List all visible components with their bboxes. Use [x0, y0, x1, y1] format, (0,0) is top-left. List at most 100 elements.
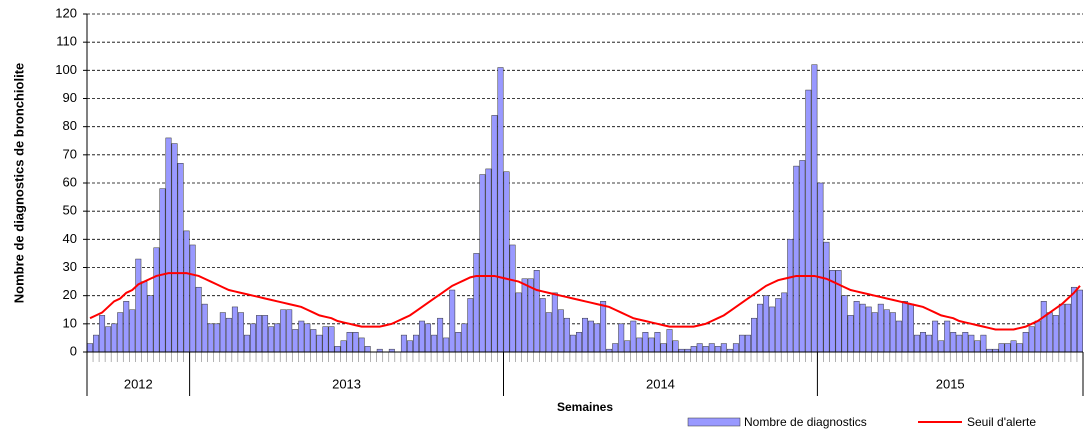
bar — [304, 323, 311, 353]
bar — [406, 340, 413, 353]
bar — [425, 323, 432, 353]
bar — [1040, 301, 1047, 353]
y-tick-label: 110 — [56, 34, 77, 49]
bar — [1052, 315, 1059, 353]
y-tick-label: 10 — [63, 315, 77, 330]
bar — [666, 329, 673, 353]
bar — [1070, 286, 1077, 353]
bar — [551, 292, 558, 353]
bar — [956, 334, 963, 353]
bar — [237, 312, 244, 353]
bar — [461, 323, 468, 353]
bar — [316, 334, 323, 353]
bar — [793, 165, 800, 353]
bar — [895, 320, 902, 353]
bar — [889, 312, 896, 353]
bar — [231, 306, 238, 353]
bar — [358, 337, 365, 353]
bar — [841, 295, 848, 353]
bar — [823, 241, 830, 353]
bar — [328, 326, 335, 353]
bar — [521, 278, 528, 353]
y-tick-label: 50 — [63, 203, 77, 218]
year-label: 2015 — [936, 376, 965, 391]
bar — [811, 64, 818, 353]
bar — [738, 334, 745, 353]
y-tick-label: 90 — [63, 90, 77, 105]
bar — [117, 312, 124, 353]
bar — [1064, 303, 1071, 353]
bar — [775, 298, 782, 353]
bar — [207, 323, 214, 353]
x-axis-title: Semaines — [557, 400, 613, 414]
bar — [1034, 320, 1041, 353]
y-tick-label: 100 — [55, 62, 77, 77]
bar — [781, 292, 788, 353]
bar — [569, 334, 576, 353]
bar — [630, 320, 637, 353]
bar — [310, 329, 317, 353]
threshold-line — [89, 272, 1081, 331]
bar — [920, 332, 927, 353]
bar — [787, 239, 794, 353]
bar — [322, 326, 329, 353]
bar — [660, 343, 667, 353]
legend-label: Seuil d'alerte — [967, 415, 1036, 429]
bar — [219, 312, 226, 353]
bar — [745, 334, 751, 353]
bar — [111, 323, 118, 353]
bar — [877, 303, 884, 353]
bar — [914, 334, 920, 353]
bar — [672, 340, 679, 353]
bar — [123, 301, 130, 353]
bar — [708, 343, 715, 353]
bar — [962, 332, 969, 353]
bar — [769, 306, 776, 353]
bar — [437, 317, 444, 353]
bar — [582, 317, 588, 353]
bar — [485, 168, 492, 353]
bar — [419, 320, 425, 353]
bar — [654, 332, 661, 353]
bar — [93, 334, 100, 353]
bar — [262, 315, 269, 353]
bar — [135, 258, 142, 353]
bar — [165, 137, 172, 353]
bar — [539, 298, 546, 353]
bar — [594, 323, 601, 353]
bar — [449, 289, 456, 353]
bar — [153, 247, 160, 353]
bar — [926, 334, 933, 353]
bar — [763, 295, 770, 353]
bar — [1022, 332, 1029, 353]
bar — [141, 281, 148, 353]
bar — [799, 160, 806, 353]
y-axis-title: Nombre de diagnostics de bronchiolite — [11, 63, 26, 304]
bar — [636, 337, 643, 353]
bar — [533, 270, 540, 353]
year-label: 2012 — [124, 376, 153, 391]
bar — [974, 340, 981, 353]
bar — [545, 312, 552, 353]
bar — [950, 332, 957, 353]
bar — [648, 337, 655, 353]
y-tick-label: 120 — [55, 5, 77, 20]
bar — [183, 230, 190, 353]
bar — [751, 317, 757, 353]
bar — [473, 253, 480, 353]
bar — [159, 188, 166, 353]
bar — [732, 343, 739, 353]
bar — [847, 315, 854, 353]
bar — [213, 323, 220, 353]
bar — [201, 303, 208, 353]
bar — [1058, 303, 1065, 353]
bar — [817, 182, 824, 353]
bar — [563, 317, 570, 353]
year-label: 2013 — [332, 376, 361, 391]
year-label: 2014 — [646, 376, 675, 391]
bar — [467, 298, 474, 353]
bar — [497, 67, 504, 353]
bar — [938, 340, 945, 353]
bar — [1004, 343, 1011, 353]
bar — [1077, 289, 1083, 353]
